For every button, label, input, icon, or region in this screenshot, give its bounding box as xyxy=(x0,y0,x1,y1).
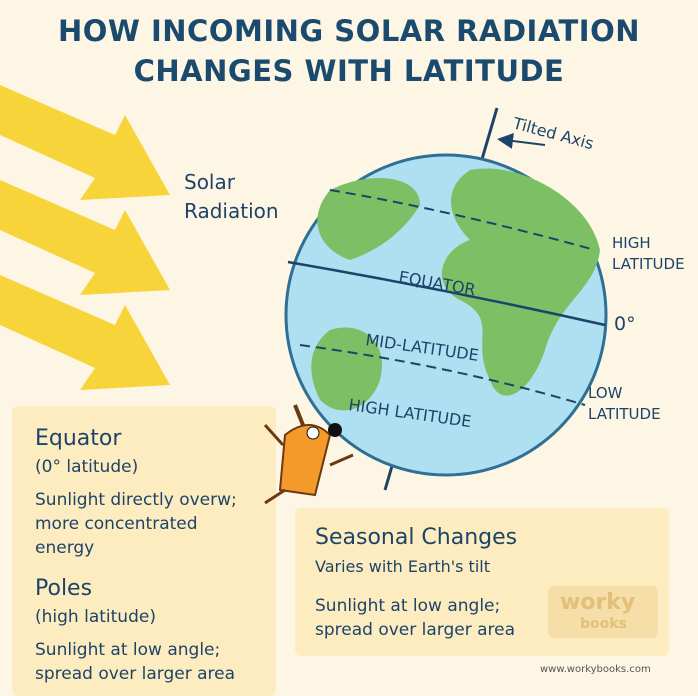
arrow xyxy=(497,133,546,149)
panel-text: Sunlight directly overw; xyxy=(35,490,237,510)
panel-text: more concentrated xyxy=(35,514,198,534)
side-label: LATITUDE xyxy=(588,405,661,423)
side-label: 0° xyxy=(614,313,636,335)
equator-line xyxy=(287,260,606,327)
logo-box xyxy=(548,586,658,638)
logo: books xyxy=(580,616,627,632)
latitude-line xyxy=(299,344,586,406)
panel-text: spread over larger area xyxy=(315,620,516,640)
radiation-label: Solar xyxy=(184,170,236,194)
title-line: HOW INCOMING SOLAR RADIATION xyxy=(57,14,641,48)
side-label: LATITUDE xyxy=(612,255,685,273)
panel-heading: Equator xyxy=(35,426,122,451)
panel-text: Sunlight at low angle; xyxy=(315,596,501,616)
logo: worky xyxy=(560,590,636,615)
sun-rays xyxy=(0,85,170,390)
side-label: LOW xyxy=(588,384,623,402)
illustration: Tilted Axis EQUATOR MID-LATITUDE HIGH LA… xyxy=(0,85,685,491)
land xyxy=(311,168,600,411)
axis-label: Tilted Axis xyxy=(510,113,596,153)
panel-heading: Seasonal Changes xyxy=(315,525,518,550)
panel-text: energy xyxy=(35,538,95,558)
panel-text: spread over larger area xyxy=(35,664,236,684)
latitude-line xyxy=(329,189,596,251)
panel xyxy=(12,406,276,696)
panel-heading: Poles xyxy=(35,576,93,601)
page: HOW INCOMING SOLAR RADIATION CHANGES WIT… xyxy=(0,14,685,696)
panel-subheading: (high latitude) xyxy=(35,607,156,627)
side-label: HIGH xyxy=(612,234,651,252)
panel-text: Sunlight at low angle; xyxy=(35,640,221,660)
mascot xyxy=(263,404,354,505)
title-line: CHANGES WITH LATITUDE xyxy=(133,54,565,88)
panel-subheading: (0° latitude) xyxy=(35,457,139,477)
panel-subheading: Varies with Earth's tilt xyxy=(315,557,490,576)
url: www.workybooks.com xyxy=(540,664,651,675)
radiation-label: Radiation xyxy=(184,199,279,223)
